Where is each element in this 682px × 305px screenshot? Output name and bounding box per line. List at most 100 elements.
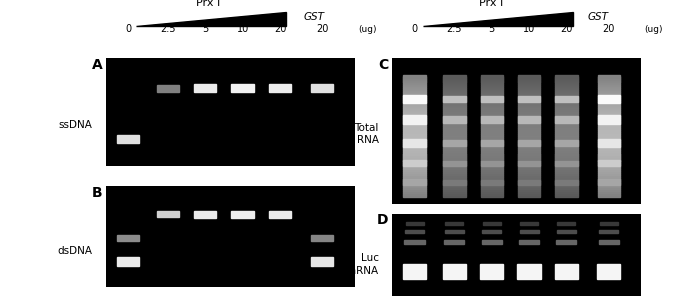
Bar <box>403 116 426 118</box>
Bar <box>555 161 578 166</box>
Bar <box>481 136 503 138</box>
Bar <box>403 106 426 108</box>
Bar <box>443 98 466 100</box>
Bar <box>518 173 540 175</box>
Bar <box>444 240 464 244</box>
Bar <box>555 77 578 80</box>
Bar <box>403 160 426 166</box>
Bar <box>557 230 576 233</box>
Bar <box>443 126 466 128</box>
Bar <box>403 98 426 100</box>
Bar <box>443 187 466 189</box>
Bar <box>481 100 503 102</box>
Bar <box>555 114 578 116</box>
Bar <box>443 84 466 86</box>
Bar <box>597 84 620 86</box>
Bar <box>443 96 466 102</box>
Text: 2.5: 2.5 <box>447 23 462 34</box>
Bar <box>555 180 578 185</box>
Bar <box>597 179 620 181</box>
Bar <box>443 175 466 177</box>
Bar <box>443 191 466 193</box>
Bar <box>555 88 578 90</box>
Bar <box>481 124 503 126</box>
Bar <box>403 160 426 163</box>
Bar <box>481 112 503 114</box>
Bar <box>518 96 540 98</box>
Text: A: A <box>91 58 102 72</box>
Bar <box>403 264 426 278</box>
Bar <box>481 110 503 112</box>
Bar <box>483 222 501 224</box>
Bar <box>481 104 503 106</box>
Bar <box>481 140 503 146</box>
Bar <box>597 175 620 177</box>
Bar <box>403 128 426 130</box>
Bar <box>518 88 540 90</box>
Bar <box>117 257 139 266</box>
Bar <box>597 148 620 150</box>
Bar <box>597 160 620 166</box>
Bar <box>555 144 578 146</box>
Bar <box>518 159 540 160</box>
Bar <box>597 116 620 118</box>
Bar <box>518 84 540 86</box>
Bar <box>443 160 466 163</box>
Bar <box>555 126 578 128</box>
Text: GST: GST <box>303 12 325 22</box>
Bar <box>403 179 426 185</box>
Bar <box>443 124 466 126</box>
Bar <box>443 102 466 104</box>
Bar <box>518 167 540 169</box>
Bar <box>443 130 466 132</box>
Bar <box>403 148 426 150</box>
Bar <box>555 191 578 193</box>
Bar <box>555 116 578 118</box>
Bar <box>443 110 466 112</box>
Bar <box>555 120 578 122</box>
Bar <box>481 142 503 144</box>
Bar <box>597 114 620 116</box>
Bar <box>406 222 424 224</box>
Text: 10: 10 <box>237 23 249 34</box>
Bar <box>597 106 620 108</box>
Bar <box>518 175 540 177</box>
Bar <box>443 88 466 90</box>
Text: 5: 5 <box>202 23 209 34</box>
Bar <box>481 170 503 173</box>
Bar <box>518 163 540 165</box>
Bar <box>518 193 540 195</box>
Bar <box>481 118 503 120</box>
Bar <box>520 230 539 233</box>
Bar <box>555 193 578 195</box>
Bar <box>403 142 426 144</box>
Bar <box>597 146 620 149</box>
Bar <box>555 84 578 86</box>
Bar <box>518 170 540 173</box>
Bar <box>597 112 620 114</box>
Bar <box>403 100 426 102</box>
Bar <box>443 164 466 167</box>
Bar <box>555 146 578 149</box>
Bar <box>481 154 503 156</box>
Bar <box>481 128 503 130</box>
Bar <box>403 181 426 183</box>
Bar <box>555 150 578 152</box>
Bar <box>403 122 426 124</box>
Bar <box>518 144 540 146</box>
Bar <box>403 134 426 136</box>
Bar <box>443 140 466 142</box>
Bar <box>518 102 540 104</box>
Bar <box>518 85 540 88</box>
Bar <box>597 81 620 84</box>
Bar <box>519 240 539 244</box>
Bar <box>481 85 503 88</box>
Bar <box>597 136 620 138</box>
Bar <box>597 159 620 160</box>
Bar <box>555 156 578 159</box>
Bar <box>403 140 426 142</box>
Bar <box>481 120 503 122</box>
Text: 20: 20 <box>273 23 286 34</box>
Bar <box>597 264 621 278</box>
Bar <box>555 85 578 88</box>
